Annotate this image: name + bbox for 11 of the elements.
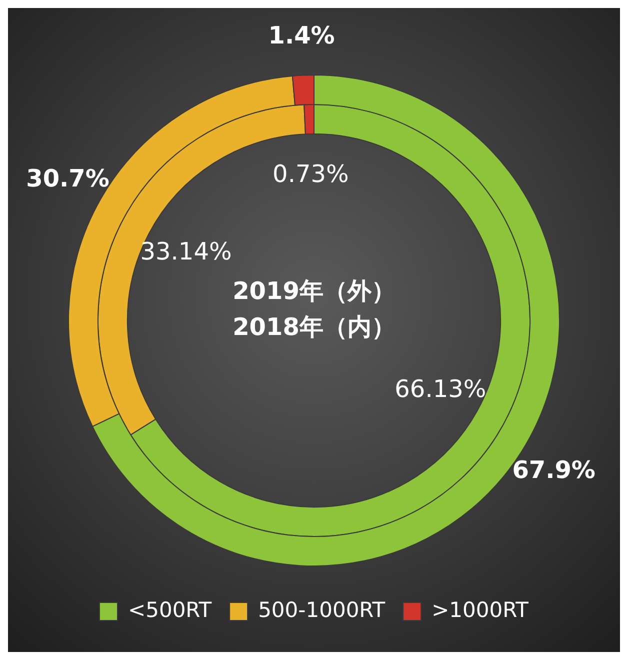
text: 2018年（内） [232,312,396,343]
data-label: 1.4% [268,22,335,50]
text: 2019年（外） [232,276,396,307]
legend-label: >1000RT [432,598,529,622]
data-label: 33.14% [140,237,232,266]
data-label: 67.9% [512,456,596,484]
data-label: 66.13% [394,374,486,403]
legend-label: 500-1000RT [258,598,386,622]
data-label: 0.73% [272,160,349,188]
data-label: 30.7% [26,164,110,192]
legend-label: <500RT [128,598,212,622]
